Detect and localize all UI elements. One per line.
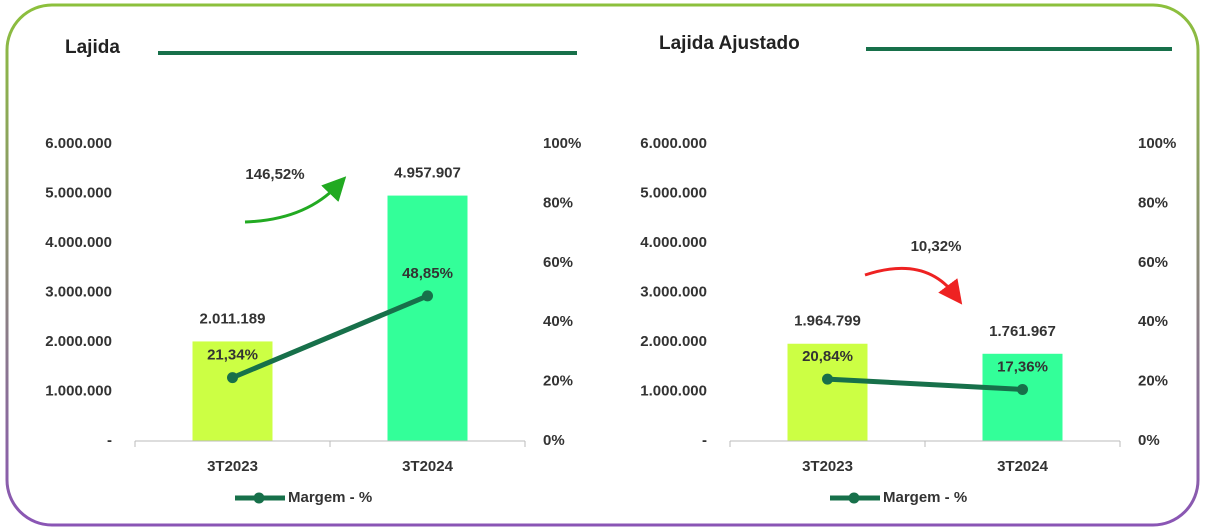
line-point	[422, 290, 433, 302]
y2-tick-label: 100%	[543, 135, 581, 152]
line-point	[227, 372, 238, 384]
line-value-label: 21,34%	[207, 347, 258, 364]
y-tick-label: 4.000.000	[640, 234, 707, 251]
y-tick-label: 3.000.000	[45, 283, 112, 300]
y2-tick-label: 0%	[543, 432, 565, 449]
panel-border	[5, 3, 1200, 527]
line-point	[822, 373, 833, 385]
y-tick-label: 6.000.000	[640, 135, 707, 152]
y-tick-label: 5.000.000	[45, 184, 112, 201]
bar	[192, 341, 273, 441]
y2-tick-label: 80%	[543, 194, 573, 211]
y2-tick-label: 60%	[1138, 254, 1168, 271]
bar-value-label: 4.957.907	[394, 165, 461, 182]
bar	[787, 343, 868, 441]
y-tick-label: 1.000.000	[640, 382, 707, 399]
y2-tick-label: 60%	[543, 254, 573, 271]
legend-label: Margem - %	[288, 489, 372, 506]
y-tick-label: 6.000.000	[45, 135, 112, 152]
annotation-arrow	[864, 266, 963, 305]
bar	[982, 353, 1063, 441]
y-tick-label: 5.000.000	[640, 184, 707, 201]
line-series	[827, 376, 1023, 392]
y-tick-label: 4.000.000	[45, 234, 112, 251]
y2-tick-label: 80%	[1138, 194, 1168, 211]
y2-tick-label: 100%	[1138, 135, 1176, 152]
legend-swatch-dot	[253, 492, 265, 504]
line-value-label: 20,84%	[802, 348, 853, 365]
line-value-label: 48,85%	[402, 265, 453, 282]
legend-swatch-dot	[848, 492, 860, 504]
y-tick-label: 3.000.000	[640, 283, 707, 300]
annotation-label: 146,52%	[245, 166, 304, 183]
line-series	[231, 293, 429, 380]
x-tick-label: 3T2024	[997, 458, 1049, 475]
y-tick-label: -	[702, 432, 707, 449]
x-tick-label: 3T2024	[402, 458, 454, 475]
chart-title: Lajida Ajustado	[659, 33, 800, 54]
line-value-label: 17,36%	[997, 358, 1048, 375]
y2-tick-label: 20%	[1138, 373, 1168, 390]
bar-value-label: 1.964.799	[794, 313, 861, 330]
x-tick-label: 3T2023	[802, 458, 853, 475]
bar-value-label: 2.011.189	[200, 310, 266, 327]
line-point	[1017, 383, 1028, 395]
y2-tick-label: 40%	[1138, 313, 1168, 330]
x-tick-label: 3T2023	[207, 458, 258, 475]
y2-tick-label: 40%	[543, 313, 573, 330]
y-tick-label: 2.000.000	[640, 333, 707, 350]
y-tick-label: -	[107, 432, 112, 449]
annotation-arrow	[244, 176, 347, 224]
y-tick-label: 2.000.000	[45, 333, 112, 350]
annotation-label: 10,32%	[911, 238, 962, 255]
chart-title: Lajida	[65, 37, 120, 58]
legend-label: Margem - %	[883, 489, 967, 506]
y2-tick-label: 0%	[1138, 432, 1160, 449]
y2-tick-label: 20%	[543, 373, 573, 390]
bar-value-label: 1.761.967	[989, 323, 1056, 340]
bar	[387, 195, 468, 441]
y-tick-label: 1.000.000	[45, 382, 112, 399]
